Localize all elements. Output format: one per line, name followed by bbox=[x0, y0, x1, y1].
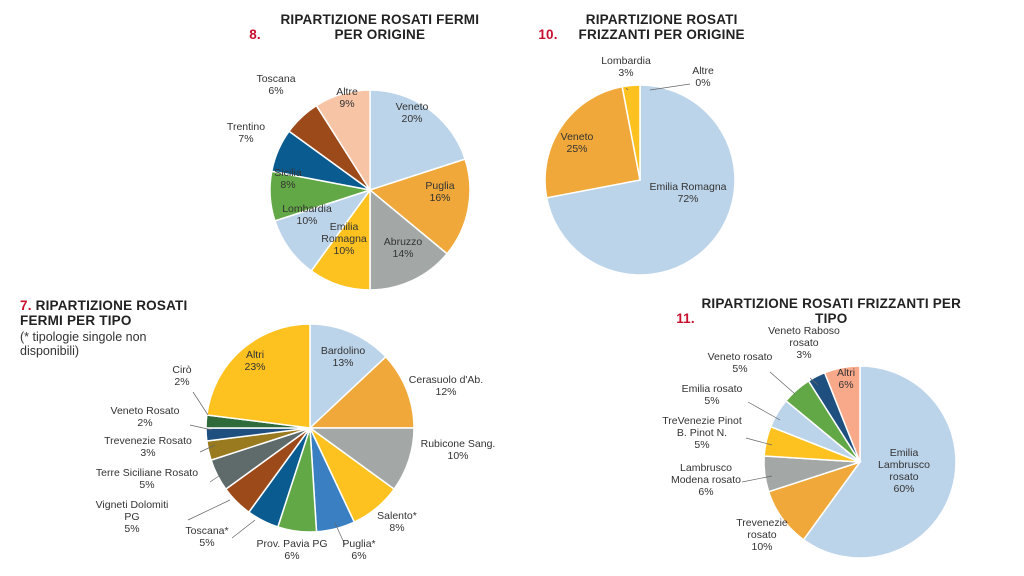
leader-line-trevenezie-rosato bbox=[199, 444, 216, 453]
slice-label-vigneti-dolomiti-pg: Vigneti Dolomiti PG 5% bbox=[96, 499, 169, 535]
leader-line-lambrusco-modena-rosato bbox=[741, 475, 773, 483]
slice-label-salento: Salento* 8% bbox=[377, 510, 417, 534]
slice-label-emilia-rosato: Emilia rosato 5% bbox=[682, 383, 743, 407]
pie-slice-veneto bbox=[544, 85, 641, 199]
slice-label-veneto-rosato: Veneto rosato 5% bbox=[708, 351, 773, 375]
slice-label-sicilia: Sicilia 8% bbox=[274, 167, 302, 191]
slice-label-emilia-romagna: Emilia Romagna 72% bbox=[649, 181, 726, 205]
leader-line-puglia bbox=[334, 522, 346, 546]
chart-8-title-text: RIPARTIZIONE ROSATI FERMI PER ORIGINE bbox=[280, 12, 480, 42]
slice-label-terre-siciliane-rosato: Terre Siciliane Rosato 5% bbox=[96, 467, 198, 491]
chart-11-title: 11. RIPARTIZIONE ROSATI FRIZZANTI PER TI… bbox=[670, 296, 970, 326]
slice-label-cir: Cirò 2% bbox=[172, 364, 191, 388]
chart-8-number: 8. bbox=[249, 27, 261, 42]
leader-line-trevenezie-pinot-b-pinot-n bbox=[745, 437, 773, 446]
leader-line-veneto-raboso-rosato bbox=[809, 377, 819, 386]
leader-line-lombardia bbox=[625, 87, 629, 91]
leader-line-cir bbox=[192, 391, 209, 416]
chart-7-subtitle: (* tipologie singole non disponibili) bbox=[20, 330, 147, 358]
leader-line-altre bbox=[649, 83, 691, 91]
slice-label-lambrusco-modena-rosato: Lambrusco Modena rosato 6% bbox=[671, 462, 741, 498]
pie-slice-puglia bbox=[368, 158, 471, 255]
chart-10-title: 10. RIPARTIZIONE ROSATI FRIZZANTI PER OR… bbox=[520, 12, 780, 42]
slice-label-trevenezie-rosato: Trevenezie rosato 10% bbox=[736, 517, 788, 553]
slice-label-prov-pavia-pg: Prov. Pavia PG 6% bbox=[257, 538, 328, 562]
pie-slice-emilia-romagna bbox=[545, 84, 736, 276]
chart-10-title-text: RIPARTIZIONE ROSATI FRIZZANTI PER ORIGIN… bbox=[578, 12, 745, 42]
slice-label-altri: Altri 6% bbox=[837, 367, 855, 391]
slice-label-puglia: Puglia* 6% bbox=[342, 538, 375, 562]
pie-chart-8: Veneto 20% Puglia 16% Abruzzo 14% Emilia Romagn… bbox=[227, 73, 471, 291]
slice-label-trevenezie-pinot-b-pinot-n: TreVenezie Pinot B. Pinot N. 5% bbox=[662, 415, 742, 451]
leader-line-vigneti-dolomiti-pg bbox=[187, 499, 231, 521]
chart-7-title-text: RIPARTIZIONE ROSATI FERMI PER TIPO bbox=[20, 298, 188, 328]
slice-label-lombardia: Lombardia 10% bbox=[282, 203, 332, 227]
pie-chart-10: Emilia Romagna 72% Veneto 25% Lombardia 3% Alt… bbox=[544, 55, 736, 276]
pie-slice-altre bbox=[315, 89, 371, 193]
pie-slice-altri bbox=[823, 365, 861, 463]
slice-label-emilia-romagna: Emilia Romagna 10% bbox=[321, 221, 367, 257]
slice-label-toscana: Toscana 6% bbox=[256, 73, 295, 97]
chart-7-number: 7. bbox=[20, 298, 32, 313]
pie-slice-altri bbox=[205, 323, 311, 429]
leader-line-toscana bbox=[231, 519, 256, 539]
slice-label-abruzzo: Abruzzo 14% bbox=[384, 236, 423, 260]
slice-label-veneto-rosato: Veneto Rosato 2% bbox=[111, 405, 180, 429]
slice-label-trevenezie-rosato: Trevenezie Rosato 3% bbox=[104, 435, 192, 459]
pie-chart-11: Emilia Lambrusco rosato 60% Trevenezie rosato… bbox=[662, 325, 957, 559]
leader-line-veneto-rosato bbox=[769, 371, 796, 395]
pie-slice-emilia-lambrusco-rosato bbox=[802, 365, 957, 559]
leader-line-veneto-rosato bbox=[189, 424, 213, 431]
chart-7-title: 7. RIPARTIZIONE ROSATI FERMI PER TIPO bbox=[20, 298, 230, 328]
pie-slice-lombardia bbox=[621, 84, 641, 181]
slice-label-lombardia: Lombardia 3% bbox=[601, 55, 651, 79]
slice-label-altre: Altre 0% bbox=[692, 65, 714, 89]
pie-slice-abruzzo bbox=[369, 188, 449, 291]
slice-label-veneto: Veneto 20% bbox=[396, 101, 429, 125]
slice-label-puglia: Puglia 16% bbox=[425, 180, 454, 204]
chart-10-number: 10. bbox=[538, 27, 558, 42]
slice-label-trentino: Trentino 7% bbox=[227, 121, 265, 145]
slice-label-rubicone-sang: Rubicone Sang. 10% bbox=[421, 438, 496, 462]
pie-slice-bardolino bbox=[309, 323, 387, 430]
pie-slice-cerasuolo-d-ab bbox=[308, 355, 415, 429]
slice-label-bardolino: Bardolino 13% bbox=[321, 345, 366, 369]
slice-label-emilia-lambrusco-rosato: Emilia Lambrusco rosato 60% bbox=[878, 447, 930, 495]
pie-slice-veneto bbox=[369, 89, 467, 192]
slice-label-toscana: Toscana* 5% bbox=[185, 525, 228, 549]
chart-8-title: 8. RIPARTIZIONE ROSATI FERMI PER ORIGINE bbox=[222, 12, 522, 42]
slice-label-veneto: Veneto 25% bbox=[561, 131, 594, 155]
chart-11-number: 11. bbox=[676, 311, 695, 326]
chart-11-title-text: RIPARTIZIONE ROSATI FRIZZANTI PER TIPO bbox=[701, 296, 962, 326]
leader-line-emilia-rosato bbox=[747, 401, 781, 421]
pie-chart-7: Bardolino 13% Cerasuolo d'Ab. 12% Rubicone S… bbox=[96, 323, 496, 562]
slice-label-altri: Altri 23% bbox=[244, 349, 265, 373]
leader-line-terre-siciliane-rosato bbox=[209, 469, 229, 483]
slice-label-altre: Altre 9% bbox=[336, 86, 358, 110]
slice-label-cerasuolo-d-ab: Cerasuolo d'Ab. 12% bbox=[409, 374, 483, 398]
slice-label-veneto-raboso-rosato: Veneto Raboso rosato 3% bbox=[768, 325, 840, 361]
